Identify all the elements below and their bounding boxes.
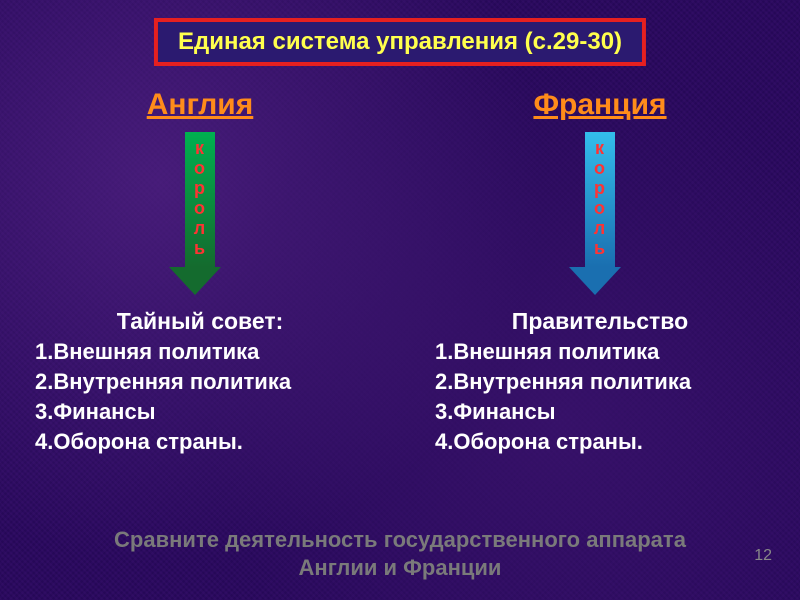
list-item: 1.Внешняя политика: [435, 337, 780, 367]
arrow-letter: ь: [580, 238, 620, 258]
arrow-letter: р: [180, 178, 220, 198]
list-item: 4.Оборона страны.: [435, 427, 780, 457]
list-item: 3.Финансы: [435, 397, 780, 427]
arrow-label-left: король: [180, 138, 220, 258]
footer-line2: Англии и Франции: [0, 554, 800, 582]
list-left: 1.Внешняя политика2.Внутренняя политика3…: [20, 337, 380, 457]
arrow-letter: о: [180, 158, 220, 178]
footer-line1: Сравните деятельность государственного а…: [0, 526, 800, 554]
left-column: Англия король Тайный совет: 1.Внешняя по…: [0, 88, 400, 457]
title-box: Единая система управления (с.29-30): [154, 18, 646, 66]
country-heading-right: Франция: [420, 88, 780, 122]
subhead-left: Тайный совет:: [20, 308, 380, 335]
arrow-letter: л: [180, 218, 220, 238]
arrow-head-right: [569, 267, 621, 295]
arrow-letter: о: [580, 198, 620, 218]
arrow-letter: к: [580, 138, 620, 158]
arrow-letter: о: [180, 198, 220, 218]
arrow-letter: о: [580, 158, 620, 178]
slide-title: Единая система управления (с.29-30): [178, 28, 622, 56]
list-right: 1.Внешняя политика2.Внутренняя политика3…: [420, 337, 780, 457]
arrow-letter: л: [580, 218, 620, 238]
list-item: 1.Внешняя политика: [35, 337, 380, 367]
arrow-letter: ь: [180, 238, 220, 258]
list-item: 2.Внутренняя политика: [35, 367, 380, 397]
arrow-left: король: [180, 132, 220, 302]
arrow-letter: к: [180, 138, 220, 158]
arrow-label-right: король: [580, 138, 620, 258]
list-item: 2.Внутренняя политика: [435, 367, 780, 397]
country-heading-left: Англия: [20, 88, 380, 122]
arrow-letter: р: [580, 178, 620, 198]
arrow-right: король: [580, 132, 620, 302]
columns-container: Англия король Тайный совет: 1.Внешняя по…: [0, 88, 800, 457]
slide-number: 12: [754, 547, 772, 565]
list-item: 4.Оборона страны.: [35, 427, 380, 457]
list-item: 3.Финансы: [35, 397, 380, 427]
arrow-head-left: [169, 267, 221, 295]
right-column: Франция король Правительство 1.Внешняя п…: [400, 88, 800, 457]
subhead-right: Правительство: [420, 308, 780, 335]
footer-text: Сравните деятельность государственного а…: [0, 526, 800, 582]
